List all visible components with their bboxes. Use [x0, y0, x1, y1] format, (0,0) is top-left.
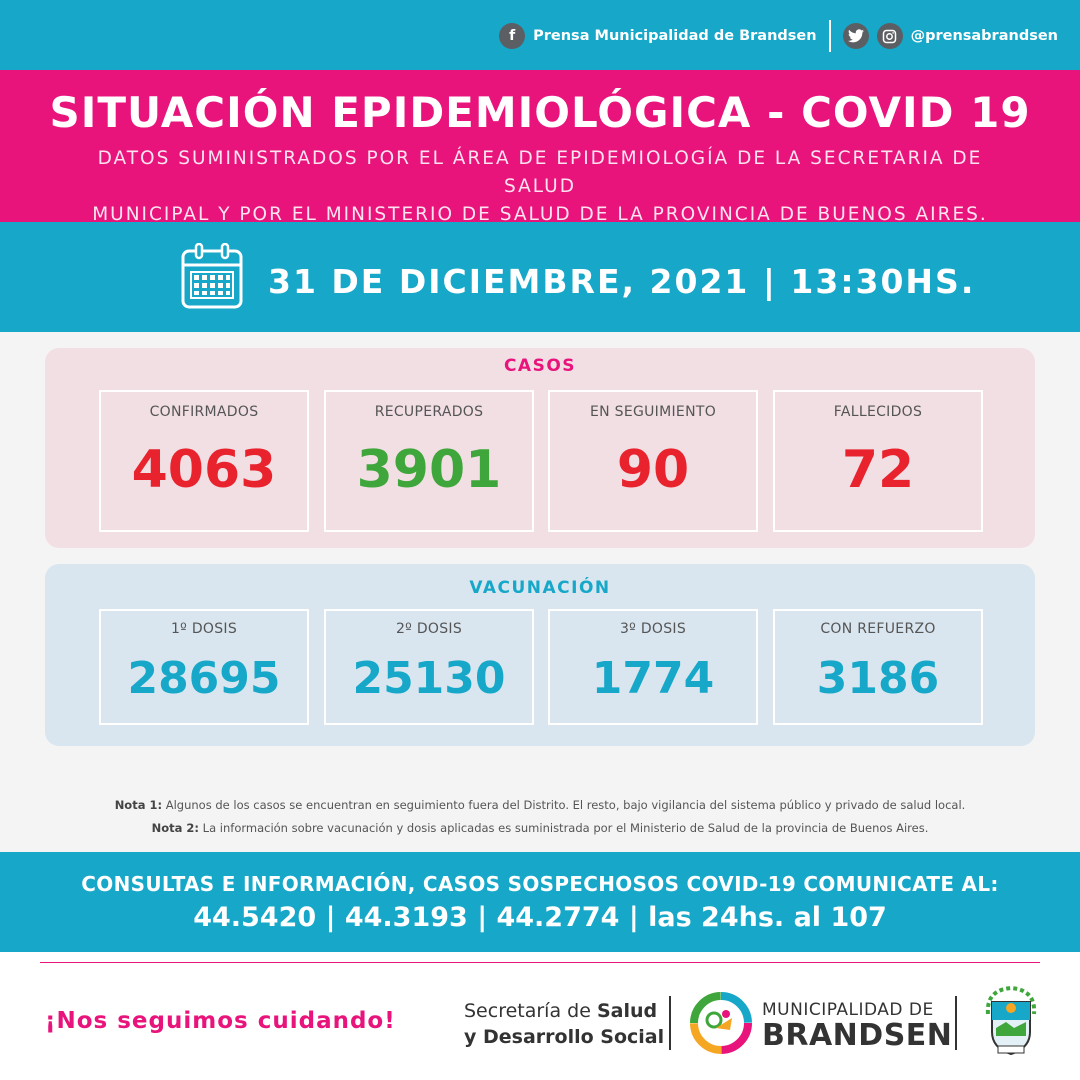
stat-card-segunda-dosis: 2º DOSIS 25130 [324, 609, 534, 725]
vacunacion-panel: VACUNACIÓN 1º DOSIS 28695 2º DOSIS 25130… [45, 564, 1035, 746]
instagram-handle[interactable]: @prensabrandsen [910, 28, 1058, 44]
stat-label: FALLECIDOS [833, 404, 923, 420]
vacunacion-title: VACUNACIÓN [469, 578, 611, 598]
date-band [0, 222, 1080, 332]
divider [669, 996, 671, 1050]
report-date: 31 DE DICIEMBRE, 2021 | 13:30HS. [268, 262, 976, 301]
instagram-icon[interactable] [876, 23, 903, 49]
divider [828, 20, 831, 52]
twitter-icon[interactable] [842, 23, 869, 49]
casos-title: CASOS [503, 356, 577, 376]
stat-card-fallecidos: FALLECIDOS 72 [773, 390, 983, 532]
stat-label: CONFIRMADOS [149, 404, 259, 420]
note-2-text: La información sobre vacunación y dosis … [199, 821, 929, 835]
note-1-label: Nota 1: [114, 798, 163, 812]
stat-card-con-refuerzo: CON REFUERZO 3186 [773, 609, 983, 725]
page-title: SITUACIÓN EPIDEMIOLÓGICA - COVID 19 [49, 88, 1031, 137]
secretaria-name: Secretaría de Salud y Desarrollo Social [464, 998, 664, 1050]
divider [40, 962, 1040, 963]
stat-card-confirmados: CONFIRMADOS 4063 [99, 390, 309, 532]
stat-card-primera-dosis: 1º DOSIS 28695 [99, 609, 309, 725]
stat-value: 90 [616, 440, 690, 500]
municipality-logo-icon [690, 992, 752, 1054]
page-subtitle: DATOS SUMINISTRADOS POR EL ÁREA DE EPIDE… [60, 145, 1020, 229]
title-band: SITUACIÓN EPIDEMIOLÓGICA - COVID 19 DATO… [0, 70, 1080, 225]
stat-label: 1º DOSIS [170, 621, 238, 637]
stat-card-recuperados: RECUPERADOS 3901 [324, 390, 534, 532]
municipality-name: MUNICIPALIDAD DE BRANDSEN [762, 1000, 952, 1052]
stat-value: 72 [841, 440, 915, 500]
subtitle-line-2: MUNICIPAL Y POR EL MINISTERIO DE SALUD D… [92, 204, 988, 225]
note-1: Nota 1: Algunos de los casos se encuentr… [0, 794, 1080, 817]
contact-band: CONSULTAS E INFORMACIÓN, CASOS SOSPECHOS… [0, 852, 1080, 952]
note-1-text: Algunos de los casos se encuentran en se… [162, 798, 966, 812]
calendar-icon [181, 243, 243, 309]
casos-panel: CASOS CONFIRMADOS 4063 RECUPERADOS 3901 … [45, 348, 1035, 548]
stat-card-tercera-dosis: 3º DOSIS 1774 [548, 609, 758, 725]
note-2-label: Nota 2: [151, 821, 200, 835]
stat-value: 25130 [352, 653, 506, 704]
note-2: Nota 2: La información sobre vacunación … [0, 817, 1080, 840]
social-links: f Prensa Municipalidad de Brandsen @pren… [499, 20, 1058, 52]
stat-label: RECUPERADOS [374, 404, 484, 420]
slogan: ¡Nos seguimos cuidando! [45, 1008, 396, 1034]
stat-value: 28695 [127, 653, 281, 704]
stat-value: 4063 [131, 440, 277, 500]
footnotes: Nota 1: Algunos de los casos se encuentr… [0, 794, 1080, 840]
secretaria-line-1: Secretaría de Salud [464, 998, 664, 1024]
footer: ¡Nos seguimos cuidando! Secretaría de Sa… [0, 952, 1080, 1080]
stat-label: 2º DOSIS [395, 621, 463, 637]
stat-value: 1774 [591, 653, 715, 704]
contact-heading: CONSULTAS E INFORMACIÓN, CASOS SOSPECHOS… [81, 872, 999, 896]
social-bar: f Prensa Municipalidad de Brandsen @pren… [0, 0, 1080, 70]
secretaria-line-2: y Desarrollo Social [464, 1026, 665, 1048]
facebook-icon[interactable]: f [499, 23, 526, 49]
municipality-line-1: MUNICIPALIDAD DE [762, 1000, 934, 1020]
secretaria-salud: Salud [596, 1000, 658, 1022]
municipality-line-2: BRANDSEN [762, 1018, 953, 1053]
facebook-page-label[interactable]: Prensa Municipalidad de Brandsen [533, 28, 817, 44]
stat-value: 3186 [816, 653, 940, 704]
subtitle-line-1: DATOS SUMINISTRADOS POR EL ÁREA DE EPIDE… [97, 148, 983, 197]
stat-label: EN SEGUIMIENTO [589, 404, 717, 420]
stat-value: 3901 [356, 440, 502, 500]
contact-phones: 44.5420 | 44.3193 | 44.2774 | las 24hs. … [193, 902, 887, 933]
coat-of-arms-icon [985, 985, 1037, 1056]
stat-card-en-seguimiento: EN SEGUIMIENTO 90 [548, 390, 758, 532]
divider [955, 996, 957, 1050]
secretaria-prefix: Secretaría de [464, 1000, 597, 1022]
stat-label: 3º DOSIS [619, 621, 687, 637]
stat-label: CON REFUERZO [820, 621, 936, 637]
